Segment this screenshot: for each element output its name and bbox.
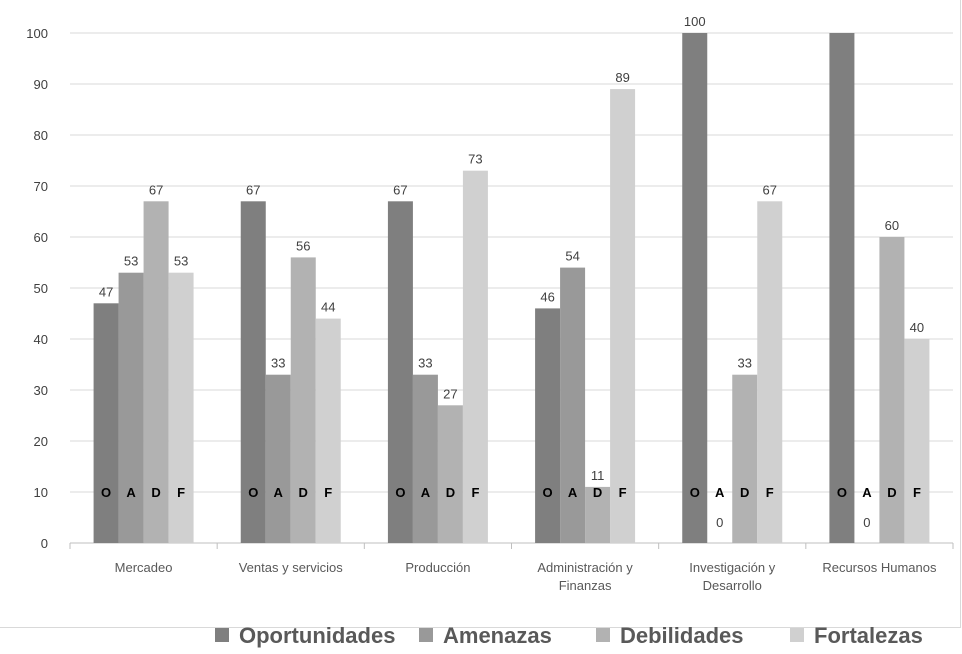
chart-frame [0,0,961,628]
bar-oportunidades [387,201,413,544]
legend-label: Debilidades [620,623,743,648]
data-label: 33 [271,356,285,371]
bar-amenazas [118,272,144,543]
data-label: 73 [468,152,482,167]
y-tick-label: 70 [34,179,48,194]
data-label: 67 [393,182,407,197]
data-label: 60 [885,218,899,233]
bar-letter-label: O [395,485,405,500]
data-label: 56 [296,238,310,253]
y-tick-label: 60 [34,230,48,245]
bar-letter-label: F [177,485,185,500]
bar-letter-label: D [446,485,455,500]
bar-letter-label: A [274,485,284,500]
bar-debilidades [290,257,316,543]
bar-letter-label: A [568,485,578,500]
bar-debilidades [732,374,758,543]
data-label: 0 [863,515,870,530]
bar-letter-label: D [299,485,308,500]
category-label: Desarrollo [703,578,762,593]
data-label: 33 [418,356,432,371]
bar-letter-label: A [715,485,725,500]
data-label: 47 [99,284,113,299]
bar-letter-label: D [151,485,160,500]
bar-letter-label: O [248,485,258,500]
bar-letter-label: A [421,485,431,500]
bar-debilidades [585,486,611,543]
bar-fortalezas [315,318,341,543]
data-label: 89 [615,70,629,85]
data-label: 27 [443,386,457,401]
category-label: Investigación y [689,560,775,575]
bar-letter-label: F [766,485,774,500]
data-label: 46 [540,289,554,304]
bar-oportunidades [93,303,119,543]
legend-label: Amenazas [443,623,552,648]
bar-letter-label: O [543,485,553,500]
bar-amenazas [265,374,291,543]
bar-debilidades [143,201,169,544]
category-label: Producción [405,560,470,575]
bar-amenazas [412,374,438,543]
bar-letter-label: D [740,485,749,500]
bar-letter-label: A [862,485,872,500]
bar-fortalezas [610,89,636,543]
legend-swatch [596,628,610,642]
bar-letter-label: O [690,485,700,500]
bar-fortalezas [757,201,783,544]
bar-oportunidades [240,201,266,544]
bar-oportunidades [535,308,561,543]
legend-label: Fortalezas [814,623,923,648]
bar-amenazas [560,267,586,543]
bar-debilidades [879,237,905,543]
legend-swatch [215,628,229,642]
bar-letter-label: F [471,485,479,500]
bar-letter-label: F [324,485,332,500]
bar-letter-label: F [619,485,627,500]
legend-label: Oportunidades [239,623,395,648]
y-tick-label: 0 [41,536,48,551]
bar-letter-label: D [593,485,602,500]
category-label: Recursos Humanos [822,560,937,575]
y-tick-label: 20 [34,434,48,449]
bar-letter-label: O [837,485,847,500]
data-label: 67 [149,182,163,197]
data-label: 11 [591,468,605,483]
category-label: Administración y [537,560,633,575]
data-label: 54 [565,249,579,264]
data-label: 44 [321,300,335,315]
data-label: 100 [684,14,706,29]
y-tick-label: 10 [34,485,48,500]
data-label: 33 [738,356,752,371]
legend-swatch [790,628,804,642]
data-label: 67 [246,182,260,197]
y-tick-label: 30 [34,383,48,398]
bar-debilidades [437,405,463,543]
bar-fortalezas [168,272,194,543]
category-label: Ventas y servicios [239,560,344,575]
bar-letter-label: O [101,485,111,500]
bar-letter-label: F [913,485,921,500]
data-label: 53 [174,254,188,269]
y-tick-label: 100 [26,26,48,41]
bar-oportunidades [829,33,855,543]
data-label: 53 [124,254,138,269]
bar-fortalezas [904,339,930,543]
data-label: 0 [716,515,723,530]
y-tick-label: 80 [34,128,48,143]
bar-fortalezas [462,170,488,543]
legend-swatch [419,628,433,642]
y-tick-label: 40 [34,332,48,347]
bar-letter-label: A [126,485,136,500]
bar-oportunidades [682,33,708,543]
data-label: 67 [763,182,777,197]
category-label: Finanzas [559,578,612,593]
bar-letter-label: D [887,485,896,500]
y-tick-label: 90 [34,77,48,92]
category-label: Mercadeo [115,560,173,575]
y-tick-label: 50 [34,281,48,296]
data-label: 40 [910,320,924,335]
